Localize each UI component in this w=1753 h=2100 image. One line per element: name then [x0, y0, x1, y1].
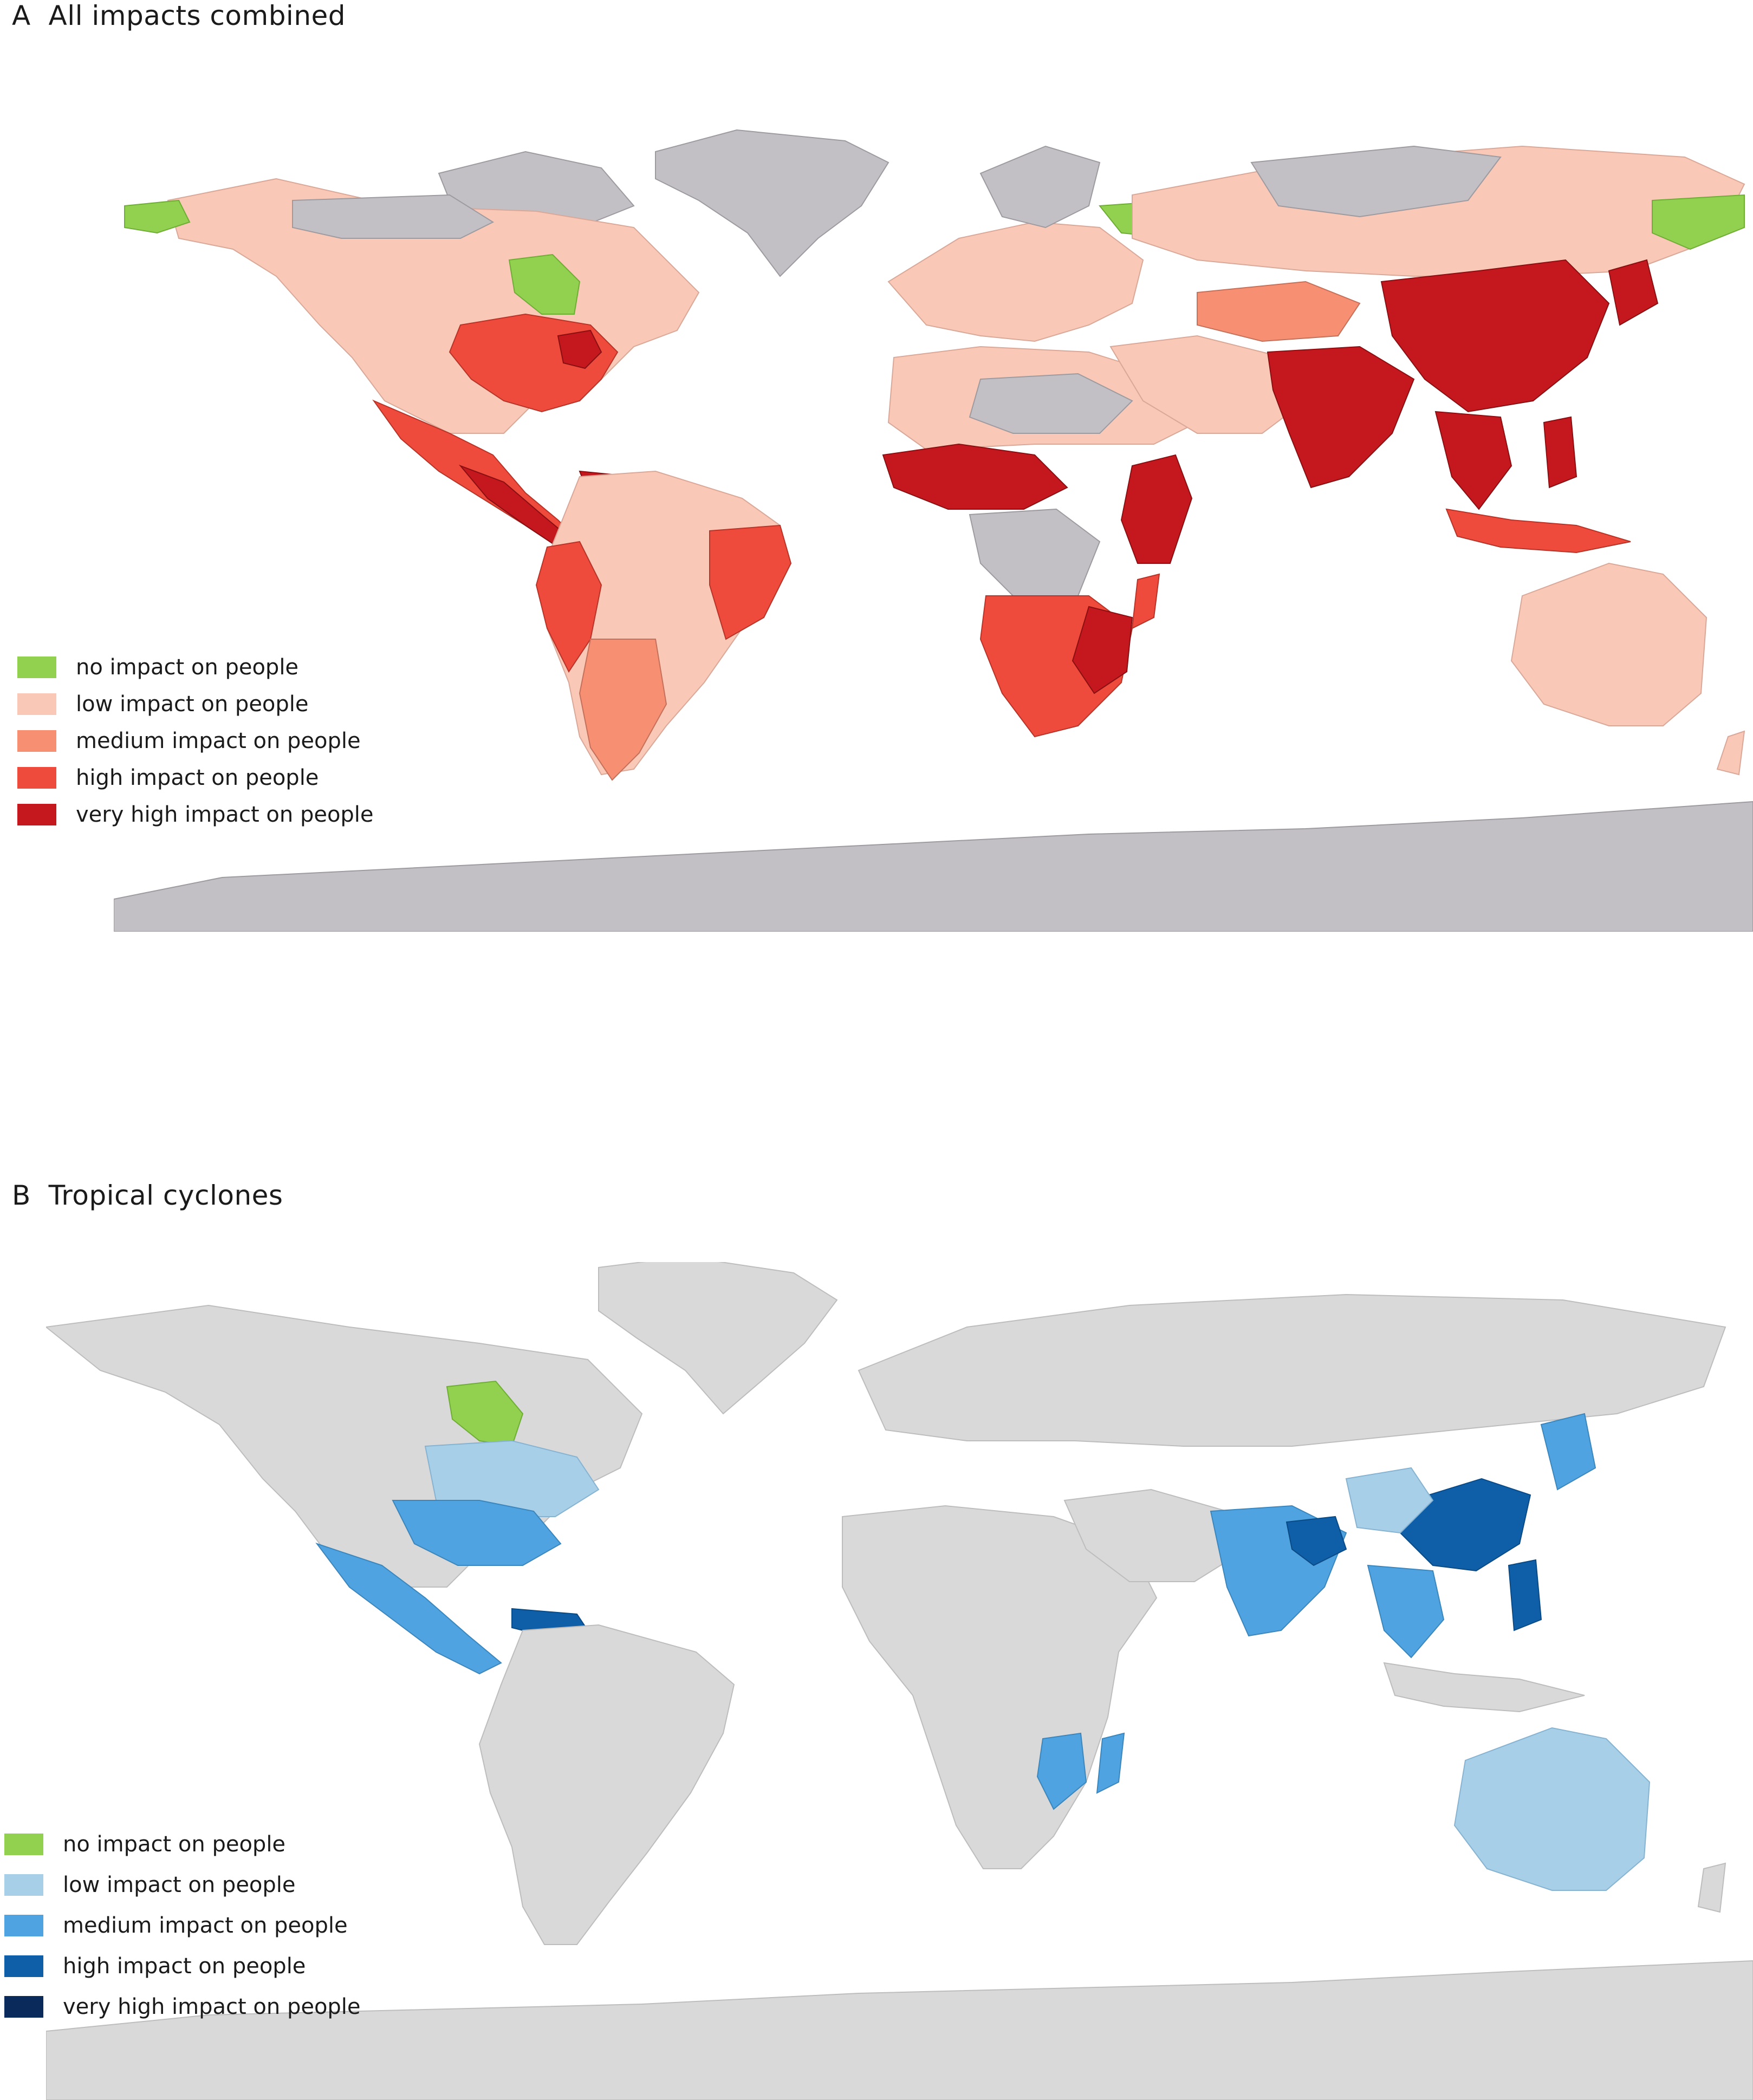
map-a-landmasses	[114, 129, 1753, 932]
sahel-veryhigh	[882, 443, 1068, 510]
japan-medium	[1540, 1413, 1596, 1491]
panel-b-title-text: Tropical cyclones	[48, 1180, 283, 1211]
legend-swatch	[4, 1995, 43, 2018]
canada-north-gray	[292, 194, 495, 239]
legend-label: low impact on people	[76, 692, 309, 717]
middle-east	[1063, 1488, 1239, 1582]
madagascar-high	[1131, 573, 1160, 629]
india-veryhigh	[1267, 346, 1415, 489]
southeast-asia-veryhigh	[1434, 411, 1512, 510]
philippines-veryhigh	[1543, 416, 1577, 489]
mozambique-medium	[1036, 1732, 1087, 1810]
new-zealand-low	[1716, 730, 1745, 776]
panel-b-title: B Tropical cyclones	[12, 1180, 283, 1211]
south-america	[478, 1624, 735, 1945]
antarctica-gray	[114, 801, 1753, 932]
legend-item: very high impact on people	[17, 796, 374, 833]
greenland-region	[598, 1262, 838, 1415]
legend-item: high impact on people	[17, 759, 374, 796]
panel-a-title-text: All impacts combined	[48, 0, 346, 31]
legend-label: very high impact on people	[76, 802, 374, 827]
scandinavia-gray	[979, 145, 1101, 229]
legend-label: high impact on people	[76, 765, 319, 790]
southeast-asia-medium	[1367, 1564, 1445, 1659]
legend-swatch	[17, 693, 56, 715]
legend-label: high impact on people	[63, 1953, 306, 1979]
legend-swatch	[17, 804, 56, 825]
legend-label: no impact on people	[76, 655, 299, 680]
map-b-landmasses	[46, 1262, 1753, 2100]
madagascar-medium	[1096, 1732, 1125, 1794]
legend-label: medium impact on people	[63, 1913, 348, 1938]
southeast-africa-veryhigh	[1072, 606, 1133, 694]
australia-low	[1510, 562, 1707, 726]
china-east-high	[1399, 1478, 1531, 1572]
mexico-medium	[315, 1543, 502, 1675]
greenland-region	[655, 129, 890, 277]
legend-swatch	[4, 1955, 43, 1977]
china-inland-low	[1345, 1467, 1434, 1534]
europe-low	[887, 221, 1144, 342]
legend-item: very high impact on people	[4, 1986, 361, 2027]
legend-item: low impact on people	[4, 1864, 361, 1905]
legend-swatch	[17, 656, 56, 678]
central-asia-medium	[1197, 281, 1361, 342]
us-southeast-medium	[392, 1500, 562, 1566]
legend-panel-a: no impact on people low impact on people m…	[17, 649, 374, 833]
legend-label: low impact on people	[63, 1872, 296, 1897]
new-zealand	[1697, 1862, 1726, 1913]
antarctica	[46, 1960, 1753, 2100]
china-veryhigh	[1380, 259, 1610, 413]
legend-label: medium impact on people	[76, 729, 361, 753]
australia-low	[1453, 1727, 1651, 1891]
us-east-veryhigh	[557, 329, 602, 369]
legend-swatch	[17, 730, 56, 752]
legend-item: low impact on people	[17, 686, 374, 723]
legend-swatch	[4, 1914, 43, 1936]
alaska-green	[124, 199, 191, 234]
panel-a-letter: A	[12, 0, 31, 31]
ontario-green	[508, 253, 581, 315]
andes-high	[535, 541, 602, 673]
brazil-east-high	[709, 524, 792, 640]
indonesia-high	[1445, 508, 1631, 554]
legend-item: no impact on people	[17, 649, 374, 686]
legend-swatch	[4, 1874, 43, 1896]
legend-item: medium impact on people	[4, 1905, 361, 1946]
panel-a-title: A All impacts combined	[12, 0, 346, 31]
legend-item: medium impact on people	[17, 723, 374, 759]
europe-russia	[858, 1293, 1726, 1447]
panel-b-letter: B	[12, 1180, 31, 1211]
world-map-tropical-cyclones	[46, 1262, 1753, 2100]
central-africa-gray	[969, 508, 1101, 596]
world-map-all-impacts	[114, 129, 1753, 932]
legend-item: high impact on people	[4, 1946, 361, 1986]
legend-label: very high impact on people	[63, 1994, 361, 2019]
east-africa-veryhigh	[1120, 454, 1193, 564]
sahara-gray	[969, 373, 1133, 434]
legend-swatch	[17, 767, 56, 789]
legend-item: no impact on people	[4, 1824, 361, 1864]
legend-label: no impact on people	[63, 1831, 286, 1857]
legend-swatch	[4, 1833, 43, 1855]
far-east-green	[1652, 194, 1745, 250]
legend-panel-b: no impact on people low impact on people m…	[4, 1824, 361, 2027]
siberia-gray	[1250, 145, 1502, 218]
indonesia	[1383, 1662, 1585, 1713]
southern-cone-medium	[579, 639, 667, 781]
korea-japan-veryhigh	[1608, 259, 1659, 326]
bangladesh-high	[1285, 1516, 1347, 1566]
philippines-high	[1508, 1559, 1542, 1631]
